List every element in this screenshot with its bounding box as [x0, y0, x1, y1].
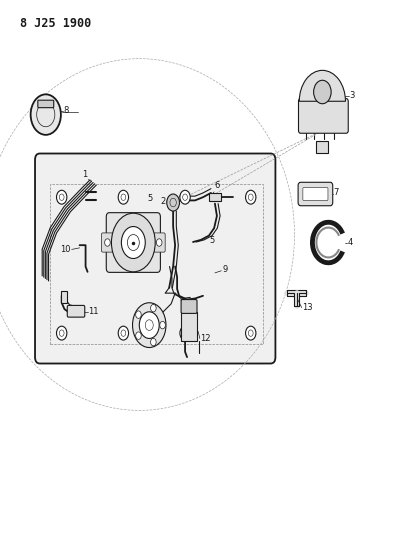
Wedge shape — [299, 70, 345, 101]
FancyBboxPatch shape — [181, 300, 197, 313]
Text: 10: 10 — [60, 245, 71, 254]
FancyBboxPatch shape — [153, 233, 165, 252]
Text: 6: 6 — [214, 181, 220, 190]
Circle shape — [160, 321, 166, 329]
FancyBboxPatch shape — [298, 99, 348, 133]
Text: 8 J25 1900: 8 J25 1900 — [20, 17, 91, 30]
Circle shape — [150, 338, 156, 346]
Circle shape — [118, 190, 129, 204]
Text: 1: 1 — [82, 169, 88, 179]
FancyBboxPatch shape — [303, 188, 328, 200]
Circle shape — [133, 303, 166, 348]
FancyBboxPatch shape — [298, 182, 333, 206]
Text: 2: 2 — [161, 197, 166, 206]
Circle shape — [31, 94, 61, 135]
Circle shape — [57, 190, 67, 204]
Text: 5: 5 — [209, 236, 215, 245]
Text: 8: 8 — [64, 107, 69, 115]
Bar — [181, 312, 197, 341]
Circle shape — [314, 80, 331, 104]
Circle shape — [246, 190, 256, 204]
Text: 9: 9 — [222, 265, 227, 274]
Circle shape — [180, 190, 190, 204]
Circle shape — [111, 213, 155, 272]
Bar — [209, 193, 221, 201]
Circle shape — [150, 304, 156, 312]
Circle shape — [180, 326, 190, 340]
Text: 3: 3 — [349, 92, 355, 100]
FancyBboxPatch shape — [35, 154, 275, 364]
Bar — [316, 141, 328, 153]
Text: 7: 7 — [334, 189, 339, 197]
FancyBboxPatch shape — [106, 213, 160, 272]
FancyBboxPatch shape — [101, 233, 113, 252]
Circle shape — [246, 326, 256, 340]
Circle shape — [156, 239, 162, 246]
Circle shape — [136, 332, 141, 340]
Bar — [61, 291, 67, 303]
Text: 5: 5 — [148, 195, 153, 203]
Circle shape — [167, 194, 179, 211]
Text: 4: 4 — [347, 238, 353, 247]
Text: 11: 11 — [88, 308, 99, 316]
Text: 12: 12 — [200, 334, 211, 343]
Bar — [50, 184, 263, 344]
FancyBboxPatch shape — [67, 305, 85, 317]
Circle shape — [136, 311, 141, 318]
Circle shape — [57, 326, 67, 340]
Circle shape — [105, 239, 110, 246]
Circle shape — [139, 312, 159, 338]
Text: 13: 13 — [302, 303, 313, 312]
FancyBboxPatch shape — [38, 100, 54, 108]
Circle shape — [121, 227, 145, 259]
Circle shape — [118, 326, 129, 340]
